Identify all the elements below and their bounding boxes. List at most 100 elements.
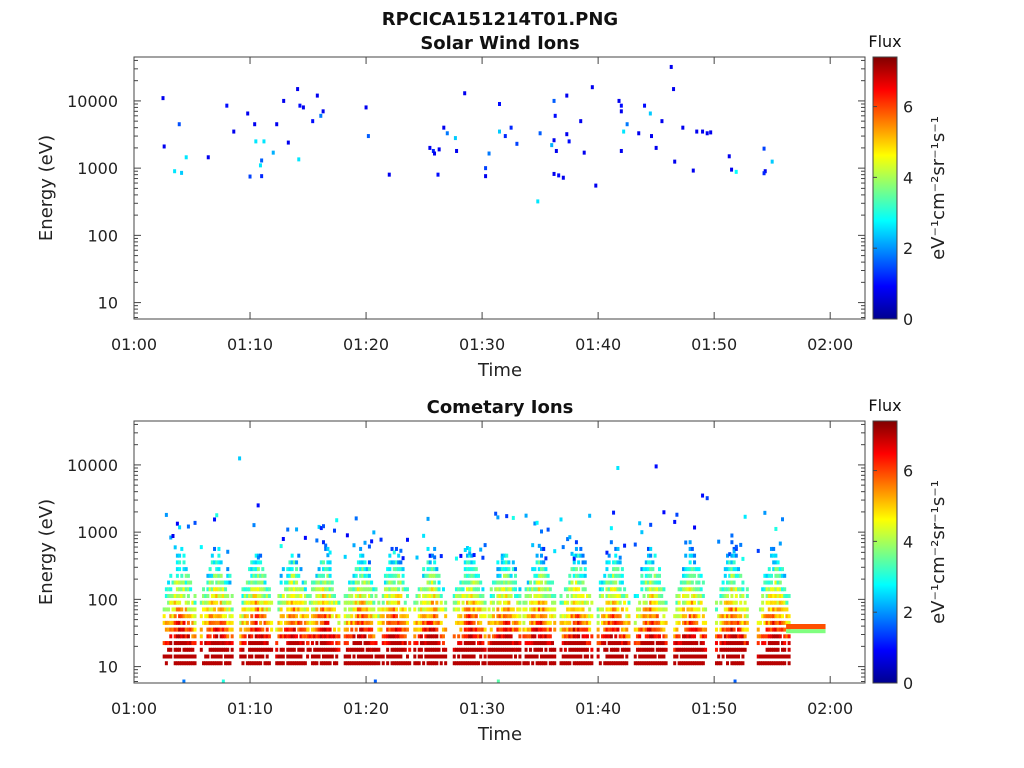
burst-cell: [350, 661, 354, 666]
burst-cell: [191, 654, 195, 659]
burst-cell: [388, 553, 392, 558]
burst-cell: [498, 634, 502, 639]
burst-cell: [494, 641, 498, 646]
burst-cell: [684, 661, 688, 666]
burst-cell: [295, 580, 299, 585]
burst-cell: [180, 594, 184, 599]
burst-cell: [699, 600, 703, 605]
burst-cell: [180, 654, 184, 659]
burst-cell: [169, 620, 173, 625]
burst-cell: [577, 607, 581, 612]
burst-cell: [614, 567, 618, 572]
burst-cell: [723, 567, 727, 572]
burst-cell: [328, 573, 332, 578]
burst-cell: [544, 594, 548, 599]
burst-cell: [739, 627, 743, 632]
burst-cell: [781, 600, 785, 605]
burst-cell: [614, 634, 618, 639]
burst-cell: [778, 661, 782, 666]
burst-cell: [363, 641, 367, 646]
burst-cell: [390, 647, 394, 652]
burst-cell: [215, 594, 219, 599]
burst-cell: [352, 573, 356, 578]
burst-cell: [422, 567, 426, 572]
burst-cell: [693, 647, 697, 652]
burst-cell: [256, 647, 260, 652]
burst-cell: [603, 620, 607, 625]
burst-cell: [363, 560, 367, 565]
burst-cell: [614, 553, 618, 558]
burst-cell: [765, 594, 769, 599]
burst-cell: [574, 647, 578, 652]
burst-cell: [765, 573, 769, 578]
burst-cell: [281, 594, 285, 599]
burst-cell: [719, 647, 723, 652]
burst-cell: [184, 580, 188, 585]
burst-cell: [365, 647, 369, 652]
burst-cell: [653, 600, 657, 605]
burst-cell: [690, 607, 694, 612]
burst-cell: [428, 607, 432, 612]
burst-speckle: [428, 553, 432, 558]
burst-cell: [620, 567, 624, 572]
burst-cell: [633, 641, 637, 646]
burst-cell: [386, 587, 390, 592]
burst-cell: [219, 634, 223, 639]
burst-cell: [422, 661, 426, 666]
burst-speckle: [333, 528, 337, 533]
burst-cell: [313, 661, 317, 666]
burst-cell: [563, 661, 567, 666]
burst-cell: [491, 661, 495, 666]
burst-cell: [292, 607, 296, 612]
burst-cell: [769, 607, 773, 612]
burst-cell: [219, 573, 223, 578]
data-point: [253, 122, 257, 127]
burst-cell: [511, 661, 515, 666]
burst-cell: [616, 600, 620, 605]
burst-cell: [313, 600, 317, 605]
burst-cell: [219, 600, 223, 605]
burst-cell: [281, 661, 285, 666]
burst-cell: [286, 600, 290, 605]
burst-cell: [701, 654, 705, 659]
burst-cell: [319, 573, 323, 578]
burst-cell: [263, 647, 267, 652]
burst-cell: [286, 573, 290, 578]
burst-cell: [430, 607, 434, 612]
burst-cell: [767, 567, 771, 572]
burst-cell: [785, 654, 789, 659]
burst-cell: [386, 594, 390, 599]
burst-cell: [601, 634, 605, 639]
burst-cell: [686, 587, 690, 592]
burst-cell: [169, 587, 173, 592]
burst-cell: [605, 620, 609, 625]
burst-cell: [686, 594, 690, 599]
burst-cell: [612, 647, 616, 652]
burst-speckle: [454, 556, 458, 561]
burst-cell: [365, 654, 369, 659]
burst-cell: [263, 620, 267, 625]
burst-cell: [500, 641, 504, 646]
burst-cell: [585, 620, 589, 625]
burst-cell: [605, 647, 609, 652]
burst-cell: [370, 614, 374, 619]
burst-cell: [306, 594, 310, 599]
burst-cell: [697, 627, 701, 632]
burst-cell: [572, 567, 576, 572]
burst-cell: [658, 600, 662, 605]
burst-cell: [732, 600, 736, 605]
burst-cell: [774, 607, 778, 612]
burst-cell: [507, 587, 511, 592]
burst-cell: [583, 560, 587, 565]
burst-cell: [306, 614, 310, 619]
burst-cell: [528, 587, 532, 592]
burst-speckle: [256, 555, 260, 560]
burst-cell: [577, 594, 581, 599]
burst-speckle: [324, 543, 328, 548]
burst-cell: [535, 620, 539, 625]
burst-cell: [726, 620, 730, 625]
burst-cell: [441, 634, 445, 639]
burst-cell: [444, 607, 448, 612]
burst-cell: [374, 587, 378, 592]
burst-cell: [701, 614, 705, 619]
